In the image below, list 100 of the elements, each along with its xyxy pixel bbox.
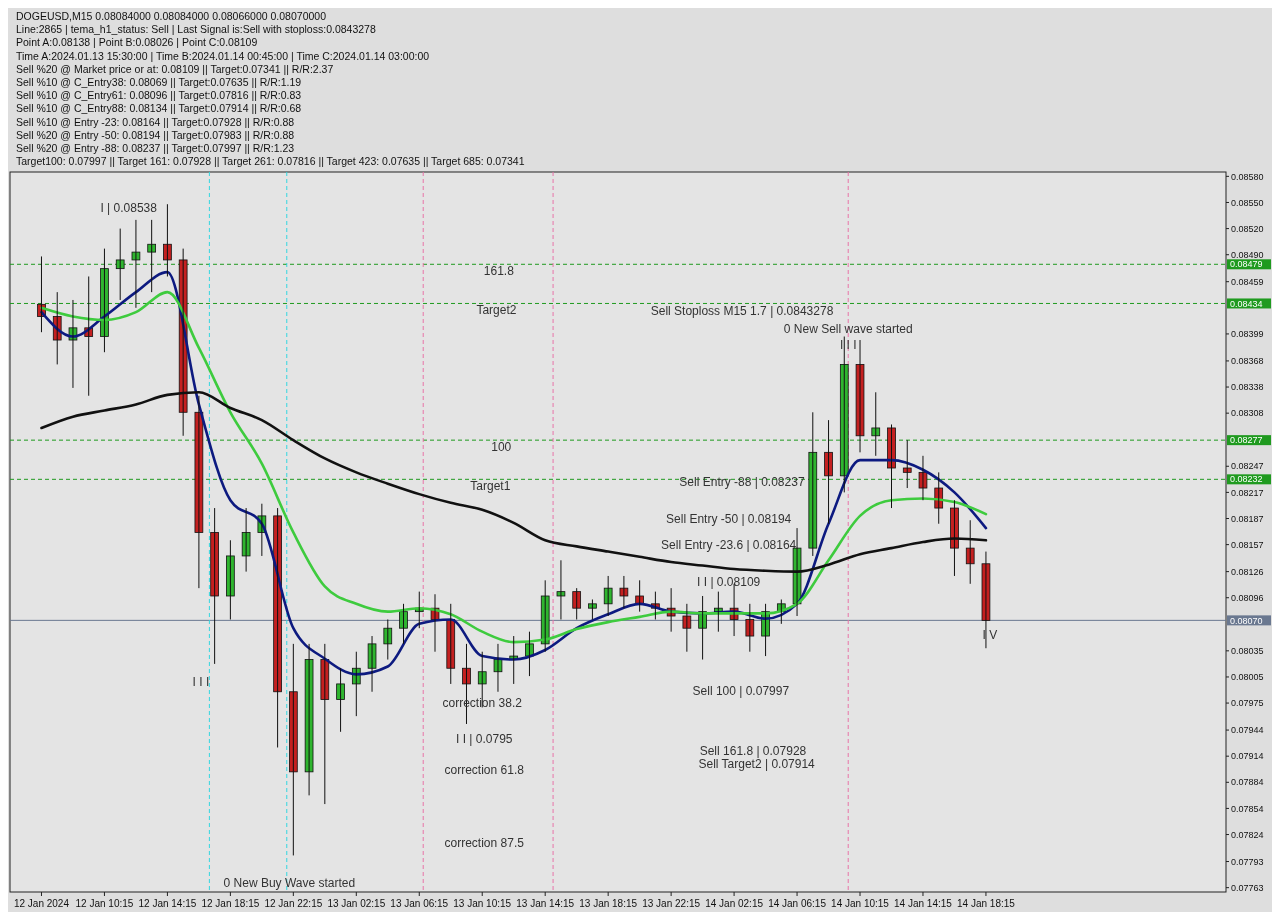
text: Line:2865 | tema_h1_status: Sell | Last Signal is:Sell with stoploss:0.0843278	[16, 23, 376, 36]
candlestick	[320, 643, 330, 805]
x-tick-label: 13 Jan 14:15	[516, 898, 575, 909]
candlestick	[367, 635, 377, 693]
text: Sell %20 @ Market price or at: 0.08109 || Target:0.07341 || R/R:2.37	[16, 62, 334, 75]
annotation: 0 New Sell wave started	[783, 321, 913, 336]
annotation: 100	[491, 439, 512, 454]
x-tick-label: 12 Jan 22:15	[264, 898, 323, 909]
annotation: Sell Stoploss M15 1.7 | 0.0843278	[650, 303, 834, 318]
text: Time A:2024.01.13 15:30:00 | Time B:2024.01.14 00:45:00 | Time C:2024.01.14 03:00:00	[16, 49, 430, 62]
annotation: correction 61.8	[444, 762, 525, 777]
candlestick	[304, 643, 314, 796]
y-tick-label: 0.08005	[1231, 672, 1264, 683]
y-tick-label: 0.08308	[1231, 408, 1264, 419]
y-tick-label: 0.08126	[1231, 566, 1264, 577]
candlestick	[871, 391, 881, 457]
y-tick-label: 0.07854	[1231, 803, 1264, 814]
x-tick-label: 14 Jan 06:15	[768, 898, 827, 909]
y-tick-label: 0.08520	[1231, 223, 1264, 234]
x-tick-label: 12 Jan 14:15	[138, 898, 197, 909]
x-tick-label: 14 Jan 18:15	[957, 898, 1016, 909]
annotation: Sell Entry -23.6 | 0.08164	[661, 538, 797, 552]
x-tick-label: 12 Jan 10:15	[75, 898, 134, 909]
annotation: I I I	[192, 674, 210, 689]
y-tick-label: 0.07975	[1231, 698, 1264, 709]
candlestick	[383, 619, 393, 661]
annotation: I I I	[839, 337, 857, 352]
chart-title: DOGEUSD,M15 0.08084000 0.08084000 0.08066000 0.08070000	[16, 10, 327, 22]
x-tick-label: 12 Jan 18:15	[201, 898, 260, 909]
x-tick-label: 14 Jan 14:15	[894, 898, 953, 909]
ref-line-label: 0.08479	[1230, 259, 1263, 270]
y-tick-label: 0.08247	[1231, 461, 1264, 472]
x-tick-label: 13 Jan 22:15	[642, 898, 701, 909]
text: Target100: 0.07997 || Target 161: 0.07928 || Target 261: 0.07816 || Target 423: 0.07635 || Target 685: 0.07341	[16, 155, 525, 168]
x-tick-label: 13 Jan 06:15	[390, 898, 449, 909]
annotation: I | 0.08538	[100, 201, 158, 216]
y-tick-label: 0.07884	[1231, 777, 1264, 788]
y-tick-label: 0.08550	[1231, 197, 1264, 208]
ref-line-label: 0.08070	[1230, 615, 1263, 626]
y-tick-label: 0.08096	[1231, 592, 1264, 603]
annotation: correction 87.5	[444, 836, 525, 851]
candlestick	[918, 455, 928, 501]
x-tick-label: 12 Jan 2024	[13, 898, 70, 909]
candlestick	[556, 559, 566, 620]
annotation: Target1	[470, 478, 511, 493]
candlestick	[855, 339, 865, 453]
candlestick	[336, 667, 345, 733]
annotation: Sell 161.8 | 0.07928	[699, 743, 807, 758]
candlestick	[399, 603, 408, 645]
y-tick-label: 0.08399	[1231, 329, 1264, 340]
ref-line-label: 0.08277	[1230, 435, 1263, 446]
candlestick	[163, 203, 172, 277]
y-tick-label: 0.07944	[1231, 725, 1264, 736]
annotation: Sell Entry -88 | 0.08237	[679, 475, 805, 490]
candlestick	[981, 551, 991, 649]
x-tick-label: 13 Jan 10:15	[453, 898, 512, 909]
annotation: I I | 0.08109	[697, 574, 761, 589]
candlestick	[824, 419, 833, 525]
text: Sell %10 @ Entry -23: 0.08164 || Target:0.07928 || R/R:0.88	[16, 115, 295, 128]
x-tick-label: 14 Jan 10:15	[831, 898, 890, 909]
text: Sell %20 @ Entry -50: 0.08194 || Target:0.07983 || R/R:0.88	[16, 128, 295, 141]
candlestick	[540, 579, 550, 653]
y-tick-label: 0.07793	[1231, 856, 1264, 867]
candlestick	[147, 219, 157, 293]
y-tick-label: 0.08490	[1231, 249, 1264, 260]
y-tick-label: 0.07824	[1231, 829, 1264, 840]
y-tick-label: 0.08035	[1231, 645, 1264, 656]
candlestick	[603, 575, 613, 617]
candlestick	[839, 336, 849, 493]
candlestick	[588, 598, 597, 620]
y-tick-label: 0.08217	[1231, 487, 1264, 498]
annotation: Sell Entry -50 | 0.08194	[666, 512, 792, 527]
text: Sell %10 @ C_Entry61: 0.08096 || Target:0.07816 || R/R:0.83	[16, 89, 302, 102]
ref-line-label: 0.08434	[1230, 298, 1263, 309]
annotation: Sell Target2 | 0.07914	[698, 757, 816, 772]
annotation: 0 New Buy Wave started	[223, 876, 356, 891]
x-tick-label: 13 Jan 02:15	[327, 898, 386, 909]
y-tick-label: 0.08338	[1231, 382, 1264, 393]
candlestick	[226, 539, 235, 620]
candlestick	[289, 643, 298, 856]
ref-line-label: 0.08232	[1230, 474, 1263, 485]
y-tick-label: 0.08368	[1231, 356, 1264, 367]
candlestick	[210, 507, 219, 665]
candlestick	[745, 603, 755, 653]
y-tick-label: 0.07914	[1231, 751, 1264, 762]
x-tick-label: 14 Jan 02:15	[705, 898, 764, 909]
text: Sell %10 @ C_Entry88: 0.08134 || Target:0.07914 || R/R:0.68	[16, 102, 302, 115]
annotation: Target2	[476, 302, 517, 317]
x-tick-label: 13 Jan 18:15	[579, 898, 638, 909]
annotation: Sell 100 | 0.07997	[692, 684, 790, 699]
text: Point A:0.08138 | Point B:0.08026 | Point C:0.08109	[16, 36, 258, 49]
candlestick	[902, 439, 912, 489]
candlestick	[572, 587, 582, 620]
text: Sell %20 @ Entry -88: 0.08237 || Target:0.07997 || R/R:1.23	[16, 142, 295, 154]
annotation: I V	[982, 628, 998, 643]
annotation: I I | 0.0795	[455, 731, 513, 746]
candlestick	[808, 411, 818, 557]
candlestick	[131, 219, 141, 309]
y-tick-label: 0.07763	[1231, 882, 1264, 893]
y-tick-label: 0.08157	[1231, 539, 1264, 550]
